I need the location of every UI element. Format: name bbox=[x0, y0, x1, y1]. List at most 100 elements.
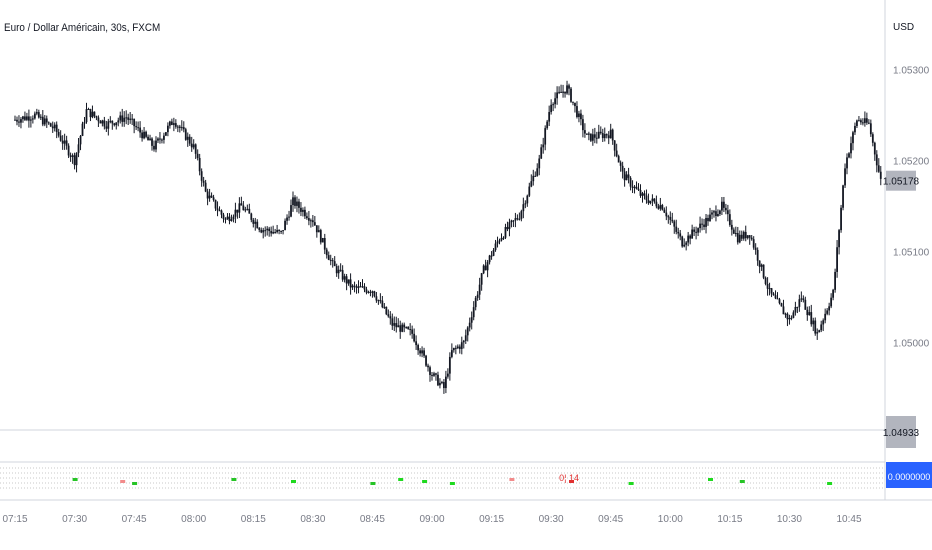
candle-body-20 bbox=[53, 124, 56, 129]
candle-body-23 bbox=[59, 135, 62, 141]
last-price-label: 1.05178 bbox=[883, 177, 920, 188]
candle-body-195 bbox=[401, 324, 404, 332]
candle-body-106 bbox=[224, 218, 227, 220]
indicator-marker-12 bbox=[708, 478, 713, 481]
indicator-marker-10 bbox=[569, 480, 574, 483]
candle-body-268 bbox=[546, 121, 549, 129]
chart-title: Euro / Dollar Américain, 30s, FXCM bbox=[4, 22, 161, 34]
candle-body-259 bbox=[528, 186, 531, 196]
candle-body-29 bbox=[71, 155, 74, 157]
candle-body-120 bbox=[252, 219, 255, 224]
candle-body-30 bbox=[73, 155, 76, 166]
candle-body-397 bbox=[802, 298, 805, 300]
candle-body-432 bbox=[871, 134, 874, 143]
candle-body-252 bbox=[514, 218, 517, 221]
candle-body-39 bbox=[91, 111, 94, 118]
candle-body-52 bbox=[117, 120, 120, 123]
candle-body-101 bbox=[214, 199, 217, 209]
candle-body-12 bbox=[37, 112, 40, 118]
candle-body-225 bbox=[460, 342, 463, 349]
candle-body-254 bbox=[518, 218, 521, 220]
candle-body-285 bbox=[580, 113, 582, 120]
candle-body-291 bbox=[591, 134, 594, 141]
candle-body-342 bbox=[693, 229, 696, 232]
candle-body-122 bbox=[256, 221, 259, 229]
candle-body-319 bbox=[647, 200, 650, 204]
candle-body-123 bbox=[258, 228, 261, 230]
time-tick-label-10: 09:45 bbox=[598, 514, 623, 525]
time-tick-label-9: 09:30 bbox=[539, 514, 564, 525]
candle-body-109 bbox=[230, 219, 233, 221]
candle-body-289 bbox=[587, 133, 590, 135]
price-tick-label-0: 1.05300 bbox=[893, 66, 930, 77]
candle-body-314 bbox=[637, 188, 640, 191]
candle-body-41 bbox=[95, 116, 98, 118]
candle-body-4 bbox=[22, 116, 24, 120]
candle-body-3 bbox=[20, 119, 22, 123]
candle-body-327 bbox=[663, 209, 666, 213]
candle-body-290 bbox=[589, 133, 592, 141]
candle-body-215 bbox=[441, 382, 443, 384]
candle-body-411 bbox=[830, 297, 833, 307]
candle-body-160 bbox=[331, 260, 334, 262]
candle-body-372 bbox=[752, 239, 755, 248]
candle-body-270 bbox=[550, 104, 553, 113]
candle-body-271 bbox=[552, 104, 555, 106]
candle-body-415 bbox=[838, 230, 840, 248]
candle-body-162 bbox=[335, 266, 338, 274]
candle-body-157 bbox=[325, 249, 328, 256]
candle-body-430 bbox=[867, 122, 870, 124]
candle-body-27 bbox=[67, 145, 70, 156]
candle-body-177 bbox=[365, 289, 368, 293]
candle-body-297 bbox=[603, 134, 606, 139]
candle-body-94 bbox=[200, 171, 203, 181]
indicator-marker-14 bbox=[827, 482, 833, 485]
candle-body-121 bbox=[254, 221, 257, 224]
candle-body-37 bbox=[87, 108, 90, 110]
candle-body-324 bbox=[657, 206, 660, 209]
candle-body-134 bbox=[280, 230, 282, 232]
candle-body-340 bbox=[689, 235, 692, 239]
candle-body-349 bbox=[707, 217, 709, 222]
candle-body-72 bbox=[157, 138, 159, 141]
time-tick-label-3: 08:00 bbox=[181, 514, 206, 525]
candle-body-359 bbox=[726, 210, 729, 215]
candle-body-247 bbox=[504, 226, 507, 238]
candle-body-420 bbox=[848, 153, 850, 158]
candle-body-403 bbox=[814, 320, 817, 334]
last-price-badge bbox=[886, 170, 916, 191]
candle-body-83 bbox=[178, 126, 181, 128]
candle-body-5 bbox=[24, 116, 26, 120]
candle-body-275 bbox=[560, 91, 562, 93]
candle-body-164 bbox=[339, 269, 342, 271]
candle-body-59 bbox=[131, 118, 134, 120]
candle-body-428 bbox=[863, 118, 866, 123]
candle-body-43 bbox=[99, 121, 102, 124]
candle-body-362 bbox=[732, 229, 735, 234]
candle-body-400 bbox=[808, 312, 811, 316]
candle-body-370 bbox=[748, 235, 751, 238]
candle-body-28 bbox=[69, 155, 72, 157]
candle-body-93 bbox=[198, 157, 201, 172]
candle-body-187 bbox=[385, 306, 388, 315]
candle-body-367 bbox=[742, 231, 745, 239]
candle-body-352 bbox=[713, 211, 715, 213]
candle-body-243 bbox=[496, 241, 499, 244]
candle-body-309 bbox=[627, 174, 630, 178]
candle-body-427 bbox=[862, 122, 864, 124]
candle-body-138 bbox=[288, 216, 290, 218]
candle-body-402 bbox=[812, 320, 815, 325]
candle-body-25 bbox=[63, 140, 66, 144]
indicator-annotation: 0¦ 14 bbox=[559, 473, 579, 483]
candle-body-200 bbox=[411, 329, 414, 334]
candle-body-244 bbox=[498, 240, 501, 242]
candle-body-280 bbox=[570, 88, 572, 102]
candle-body-375 bbox=[758, 260, 761, 267]
candle-body-323 bbox=[655, 201, 658, 207]
candle-body-154 bbox=[319, 230, 322, 243]
candle-body-31 bbox=[75, 152, 78, 166]
candle-body-142 bbox=[296, 201, 298, 206]
candle-body-86 bbox=[184, 129, 187, 140]
candle-body-188 bbox=[387, 314, 390, 317]
